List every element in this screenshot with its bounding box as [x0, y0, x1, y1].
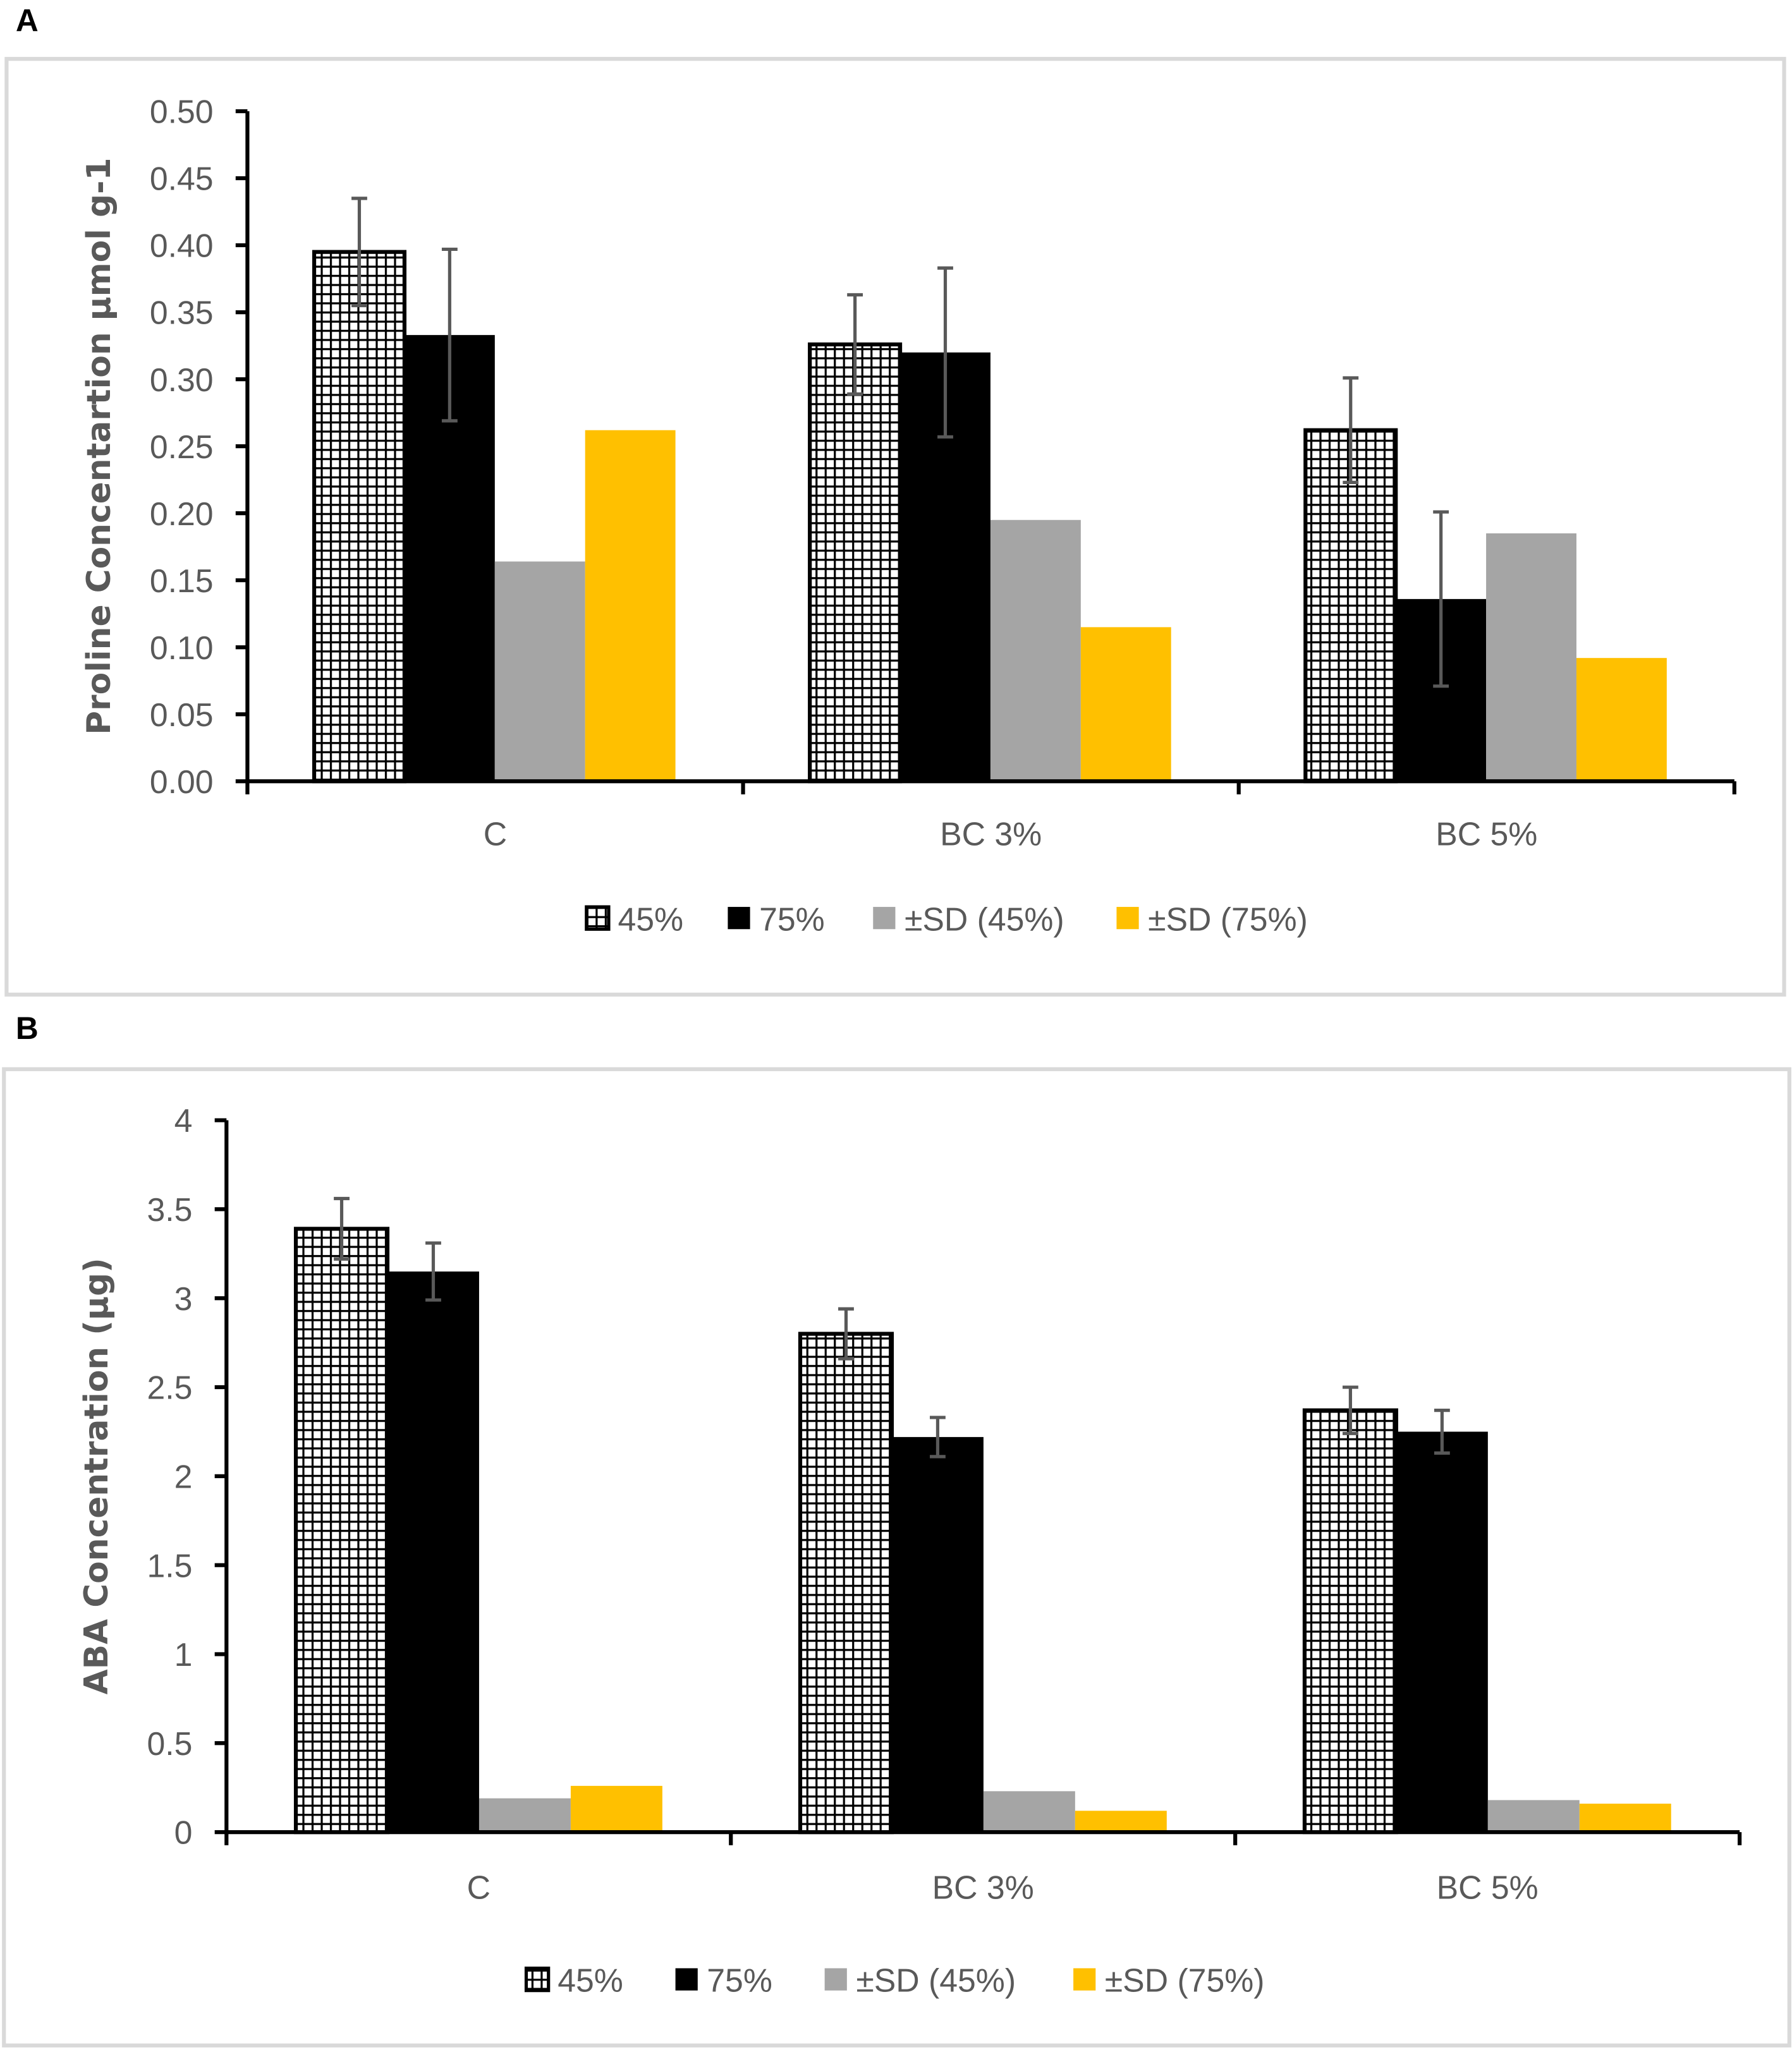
x-tick-label: C — [484, 816, 507, 853]
y-tick-label: 4 — [174, 1102, 193, 1139]
bar-s45-1 — [808, 342, 903, 784]
bar-s75-1 — [891, 1436, 984, 1833]
bar-sd75-1 — [1075, 1811, 1167, 1833]
legend-label-sd75: ±SD (75%) — [1105, 1962, 1265, 1999]
chart-a-proline: A 0.00 0.05 0.10 0.15 0.20 0.25 0.30 0.35 0.40 0.4… — [4, 3, 1786, 997]
y-tick-label: 0.25 — [150, 428, 214, 465]
bar-sd75-2 — [1576, 658, 1667, 782]
bar-s75-0 — [387, 1271, 479, 1833]
bar-sd45-0 — [478, 1798, 571, 1833]
bar-s45-2 — [1302, 1408, 1398, 1835]
bar-s45-0 — [312, 250, 407, 784]
x-tick-label: BC 5% — [1437, 1869, 1539, 1906]
y-tick-label: 2 — [174, 1458, 193, 1495]
y-tick-label: 0.20 — [150, 495, 214, 532]
y-tick-label: 1 — [174, 1636, 193, 1673]
bar-sd75-2 — [1579, 1804, 1671, 1833]
x-tick-label: BC 3% — [932, 1869, 1034, 1906]
y-tick-label: 3.5 — [147, 1191, 192, 1228]
y-tick-label: 0.10 — [150, 629, 214, 666]
legend-label-sd75: ±SD (75%) — [1148, 901, 1308, 937]
y-axis-label: Proline Concentartion µmol g-1 — [80, 157, 118, 734]
y-tick-label: 0.5 — [147, 1725, 192, 1762]
bar-s45-1 — [798, 1332, 894, 1835]
panel-label: A — [16, 3, 39, 39]
legend-label-s45: 45% — [558, 1962, 623, 1999]
y-tick-label: 0 — [174, 1814, 193, 1851]
bar-s75-2 — [1396, 1431, 1488, 1833]
bar-sd45-2 — [1486, 533, 1576, 782]
legend-label-sd45: ±SD (45%) — [856, 1962, 1016, 1999]
y-axis-label: ABA Concentration (µg) — [78, 1258, 116, 1694]
legend-swatch-sd75 — [1116, 907, 1139, 930]
bar-sd75-0 — [585, 430, 676, 782]
x-tick-label: BC 3% — [940, 816, 1042, 853]
y-tick-label: 2.5 — [147, 1369, 192, 1406]
bar-sd45-0 — [494, 561, 585, 782]
bar-sd45-2 — [1487, 1800, 1580, 1833]
y-tick-label: 0.50 — [150, 94, 214, 130]
y-tick-label: 0.40 — [150, 228, 214, 264]
y-tick-label: 3 — [174, 1280, 193, 1317]
x-tick-label: BC 5% — [1435, 816, 1537, 853]
legend-swatch-sd45 — [824, 1968, 847, 1991]
bar-sd75-0 — [570, 1785, 662, 1833]
y-tick-label: 1.5 — [147, 1547, 192, 1584]
y-tick-label: 0.00 — [150, 763, 214, 800]
bar-s45-0 — [293, 1227, 390, 1835]
legend-label-s75: 75% — [707, 1962, 772, 1999]
x-tick-label: C — [467, 1869, 491, 1906]
y-tick-label: 0.30 — [150, 361, 214, 398]
legend-swatch-sd45 — [873, 907, 896, 930]
y-tick-label: 0.35 — [150, 294, 214, 331]
y-tick-label: 0.45 — [150, 161, 214, 197]
legend-label-s75: 75% — [759, 901, 825, 937]
y-tick-label: 0.05 — [150, 696, 214, 733]
bar-s45-2 — [1303, 428, 1398, 784]
legend-swatch-sd75 — [1073, 1968, 1096, 1991]
bar-sd75-1 — [1080, 627, 1171, 782]
legend-label-sd45: ±SD (45%) — [905, 901, 1064, 937]
legend-swatch-s45 — [585, 905, 611, 931]
panel-label: B — [16, 1011, 39, 1046]
y-tick-label: 0.15 — [150, 562, 214, 599]
legend-swatch-s75 — [728, 907, 750, 930]
legend-label-s45: 45% — [618, 901, 683, 937]
legend-swatch-s45 — [524, 1966, 551, 1993]
bar-sd45-1 — [990, 519, 1081, 782]
chart-b-aba: B 0 0.5 1 1.5 2 2.5 3 3.5 4 ABA Concentration (µg)… — [2, 1011, 1791, 2048]
bar-sd45-1 — [983, 1791, 1075, 1833]
legend-swatch-s75 — [675, 1968, 698, 1991]
